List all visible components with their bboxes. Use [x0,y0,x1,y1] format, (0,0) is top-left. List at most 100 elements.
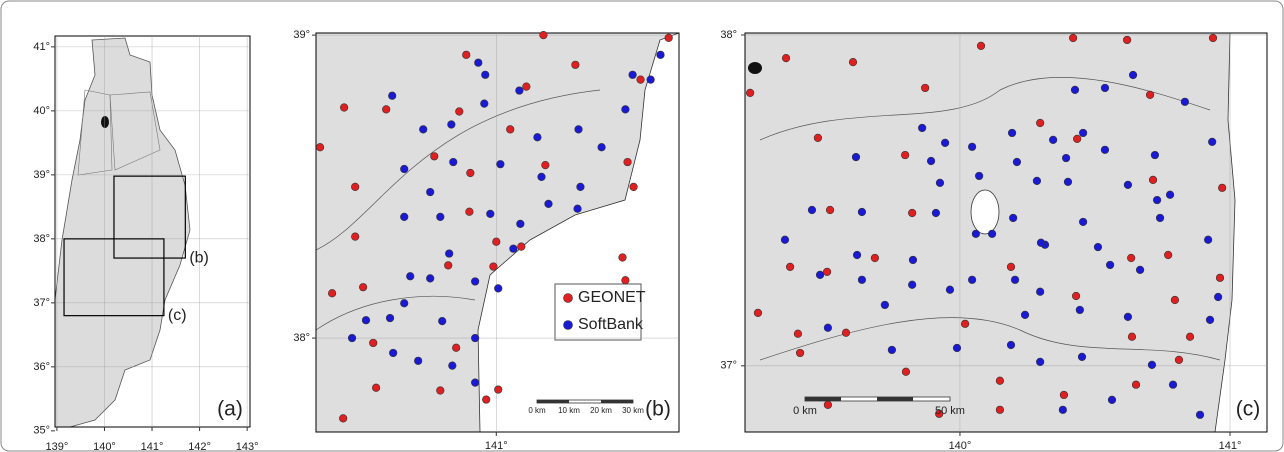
station [1218,184,1226,192]
station [426,275,434,283]
figure: 139°140°141°142°143°35°36°37°38°39°40°41… [0,0,1284,452]
x-tick-label: 140° [93,441,116,452]
station [1181,98,1189,106]
station [808,206,816,214]
station [452,344,460,352]
station [853,251,861,259]
station [348,334,356,342]
station [824,401,832,409]
panel-label: (b) [645,398,671,421]
station [510,245,518,253]
station [494,386,502,394]
y-tick-label: 39° [293,29,310,41]
x-tick-label: 142° [188,441,211,452]
legend-marker [564,294,573,303]
station [389,349,397,357]
station [852,153,860,161]
station [888,346,896,354]
station [471,278,479,286]
station [909,256,917,264]
station [665,34,673,42]
station [1059,406,1067,414]
station [754,309,762,317]
station [622,106,630,114]
station [1146,91,1154,99]
station [1127,254,1135,262]
panel-label: (c) [1236,398,1261,421]
station [1101,84,1109,92]
station [474,59,482,67]
station [1156,214,1164,222]
station [462,51,470,59]
station [927,157,935,165]
panel-label: (a) [217,398,243,421]
station [630,183,638,191]
station [858,208,866,216]
y-tick-label: 40° [33,105,50,117]
station [480,100,488,108]
station [1101,146,1109,154]
x-tick-label: 141° [1219,440,1242,452]
station [497,160,505,168]
station [449,158,457,166]
station [941,139,949,147]
station [1196,411,1204,419]
region-label: (c) [168,307,187,324]
station [1073,135,1081,143]
station [1214,293,1222,301]
station [972,230,980,238]
y-tick-label: 37° [720,360,737,372]
station [1106,261,1114,269]
station [881,301,889,309]
station [1149,176,1157,184]
station [1036,358,1044,366]
station [1079,129,1087,137]
station [372,384,380,392]
station [359,283,367,291]
station [842,329,850,337]
map-c [745,33,1267,432]
scale-label: 0 km [528,406,546,415]
station [746,89,754,97]
station [444,262,452,270]
station [823,268,831,276]
y-tick-label: 39° [33,169,50,181]
legend-marker [564,321,573,330]
station [382,106,390,114]
station [781,236,789,244]
station [574,205,582,213]
station [362,316,370,324]
station [1124,181,1132,189]
station [1037,239,1045,247]
station [482,396,490,404]
station [516,87,524,95]
station [400,213,408,221]
y-tick-label: 38° [293,332,310,344]
station [1204,236,1212,244]
station [1064,178,1072,186]
station [824,324,832,332]
station [953,344,961,352]
station [575,126,583,134]
station [624,158,632,166]
station [961,320,969,328]
region-label: (b) [189,249,209,266]
scale-label: 0 km [793,405,817,417]
station [1129,71,1137,79]
station [657,51,665,59]
station [786,263,794,271]
station [1076,306,1084,314]
y-tick-label: 36° [33,361,50,373]
station [455,108,463,116]
station [419,126,427,134]
station [466,208,474,216]
station [1151,151,1159,159]
station [975,172,983,180]
station [1036,119,1044,127]
station [339,415,347,423]
station [1209,34,1217,42]
station [936,179,944,187]
station [471,379,479,387]
station [340,104,348,112]
station [1069,34,1077,42]
